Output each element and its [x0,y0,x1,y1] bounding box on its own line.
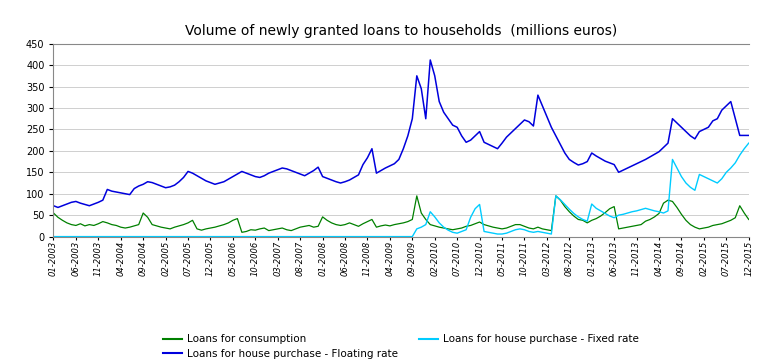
Loans for house purchase - Fixed rate [529,230,538,234]
Loans for consumption [224,221,233,225]
Loans for house purchase - Fixed rate [49,234,58,239]
Loans for house purchase - Floating rate [744,133,753,138]
Loans for house purchase - Fixed rate [309,234,319,239]
Line: Loans for house purchase - Floating rate: Loans for house purchase - Floating rate [53,60,749,207]
Loans for consumption [744,217,753,222]
Loans for consumption [313,224,322,229]
Loans for house purchase - Floating rate [341,179,350,184]
Loans for house purchase - Fixed rate [744,141,753,145]
Loans for consumption [471,222,480,226]
Loans for house purchase - Floating rate [538,104,547,108]
Loans for consumption [619,226,628,230]
Loans for house purchase - Fixed rate [461,228,471,232]
Line: Loans for house purchase - Fixed rate: Loans for house purchase - Fixed rate [53,143,749,237]
Loans for house purchase - Floating rate [49,203,58,208]
Loans for consumption [49,211,58,215]
Loans for house purchase - Fixed rate [336,234,345,239]
Loans for house purchase - Floating rate [471,134,480,138]
Loans for consumption [413,194,422,198]
Loans for house purchase - Floating rate [53,205,63,210]
Legend: Loans for consumption, Loans for house purchase - Floating rate, Loans for house: Loans for consumption, Loans for house p… [163,335,639,359]
Loans for house purchase - Floating rate [619,168,628,172]
Loans for consumption [538,227,547,231]
Loans for consumption [238,230,247,234]
Loans for house purchase - Floating rate [313,165,322,169]
Loans for house purchase - Floating rate [228,174,238,179]
Loans for house purchase - Floating rate [426,58,435,62]
Loans for house purchase - Fixed rate [224,234,233,239]
Loans for consumption [341,222,350,227]
Loans for house purchase - Fixed rate [610,215,619,220]
Title: Volume of newly granted loans to households  (millions euros): Volume of newly granted loans to househo… [185,24,617,38]
Line: Loans for consumption: Loans for consumption [53,196,749,232]
